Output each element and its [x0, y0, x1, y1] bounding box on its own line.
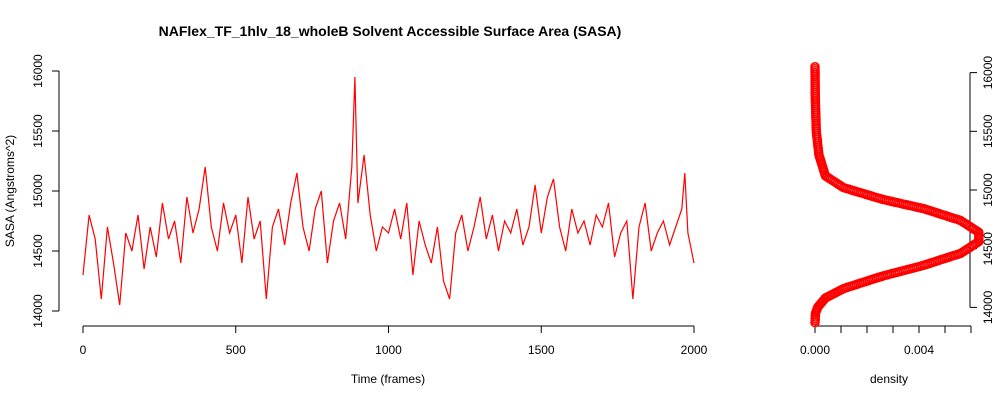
time-x-axis-title: Time (frames) [351, 372, 425, 386]
sasa-y-tick-label: 14000 [31, 294, 45, 328]
density-point [810, 61, 820, 72]
chart-title: NAFlex_TF_1hlv_18_wholeB Solvent Accessi… [159, 23, 622, 39]
density-y-axis: 14000 14500 15000 15500 16000 [969, 56, 995, 324]
density-curve [810, 61, 984, 328]
sasa-y-axis-title: SASA (Angstroms^2) [3, 135, 17, 247]
density-x-axis: 0.000 0.004 [800, 325, 972, 357]
sasa-y-tick-label: 15000 [31, 174, 45, 208]
density-y-tick-label: 15500 [981, 114, 995, 148]
sasa-y-tick-label: 15500 [31, 114, 45, 148]
sasa-y-axis: 14000 14500 15000 15500 16000 [31, 54, 60, 328]
time-x-axis: 0 500 1000 1500 2000 [80, 325, 708, 357]
time-series-panel: 0 500 1000 1500 2000 14000 14500 15000 15500 160… [3, 54, 708, 386]
time-x-tick-label: 500 [226, 343, 246, 357]
sasa-series-line [82, 76, 695, 306]
time-x-tick-label: 1500 [528, 343, 555, 357]
density-panel: 0.000 0.004 14000 14500 15000 15500 16000 den… [800, 56, 995, 386]
density-x-tick-label: 0.000 [800, 343, 830, 357]
time-x-tick-label: 2000 [681, 343, 708, 357]
density-y-tick-label: 15000 [981, 173, 995, 207]
sasa-y-tick-label: 16000 [31, 54, 45, 88]
density-y-tick-label: 16000 [981, 56, 995, 90]
time-x-tick-label: 0 [80, 343, 87, 357]
time-x-tick-label: 1000 [375, 343, 402, 357]
sasa-y-tick-label: 14500 [31, 234, 45, 268]
density-x-tick-label: 0.004 [904, 343, 934, 357]
density-y-tick-label: 14500 [981, 232, 995, 266]
density-x-axis-title: density [870, 372, 908, 386]
density-y-tick-label: 14000 [981, 290, 995, 324]
